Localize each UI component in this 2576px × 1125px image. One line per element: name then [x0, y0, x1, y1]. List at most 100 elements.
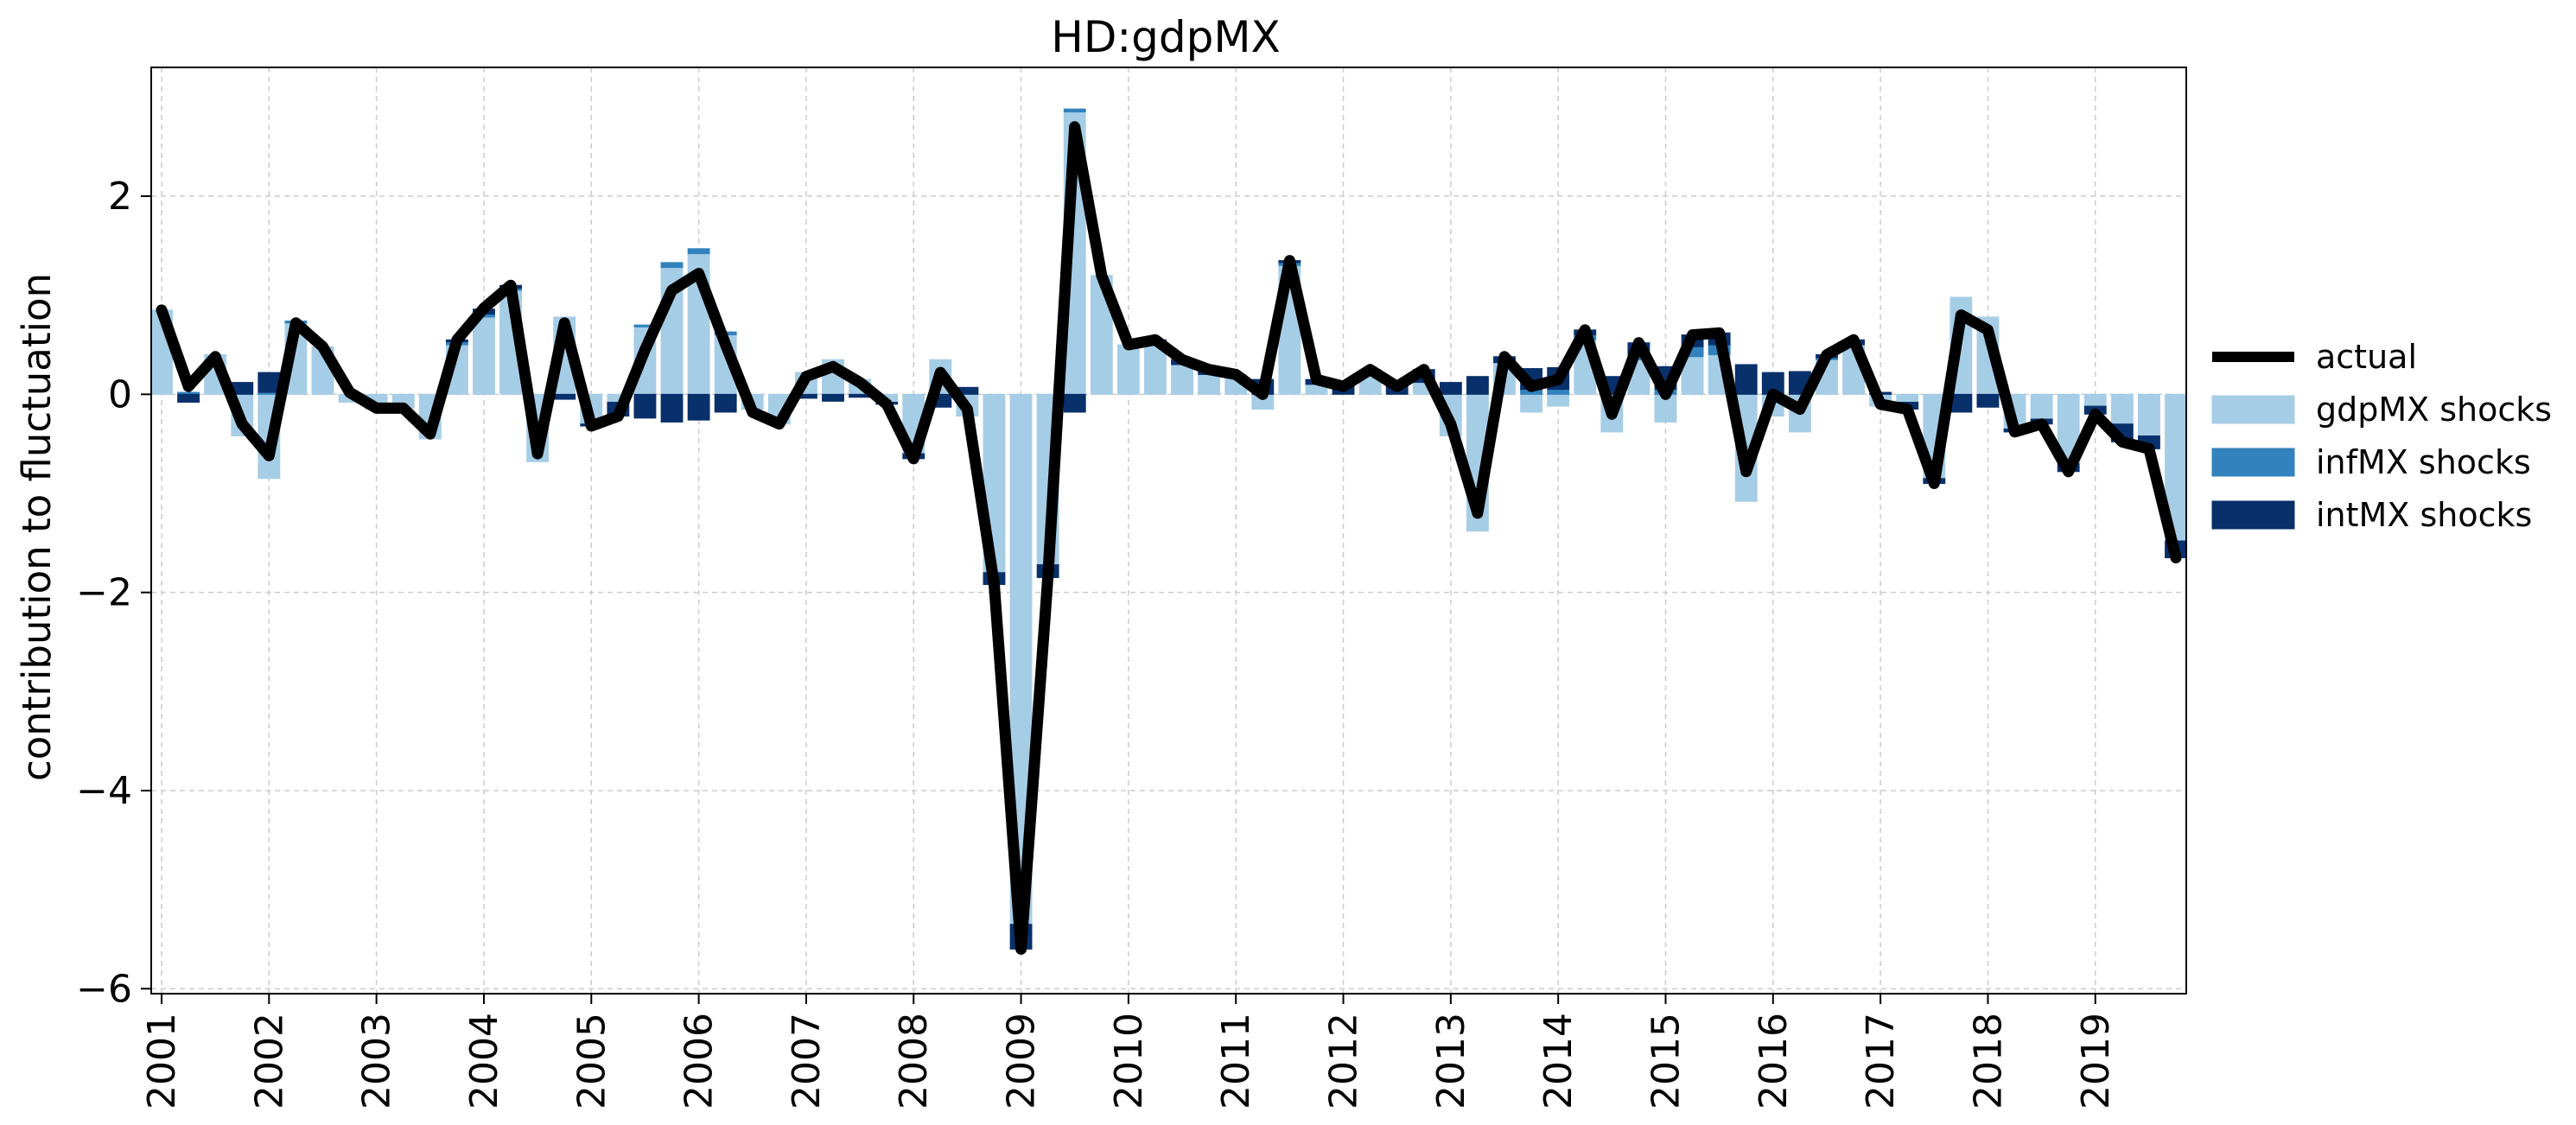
actual-point [722, 342, 728, 348]
actual-point [642, 346, 648, 353]
actual-point [857, 379, 863, 385]
actual-point [1716, 330, 1722, 336]
actual-point [1529, 384, 1535, 390]
actual-point [1125, 342, 1131, 348]
actual-point [1958, 312, 1964, 318]
bar [1063, 108, 1086, 113]
x-tick-label: 2003 [355, 1013, 399, 1109]
x-tick-label: 2002 [247, 1013, 291, 1109]
bar [714, 393, 737, 413]
bar [553, 393, 576, 400]
bar [1734, 364, 1758, 395]
x-tick-label: 2005 [569, 1013, 614, 1109]
actual-point [1851, 337, 1857, 343]
legend-swatch [2211, 448, 2295, 477]
plot-frame [150, 67, 2187, 995]
bar [177, 393, 200, 404]
actual-point [2012, 429, 2018, 435]
bar [1547, 393, 1570, 407]
actual-point [1878, 401, 1884, 407]
actual-point [1045, 575, 1051, 581]
actual-point [1797, 406, 1803, 412]
y-tick-label: −6 [76, 967, 132, 1011]
x-tick-label: 2018 [1966, 1013, 2010, 1109]
actual-point [749, 409, 755, 415]
actual-point [1206, 366, 1212, 372]
actual-point [1555, 377, 1562, 383]
x-tick-label: 2014 [1536, 1013, 1581, 1109]
legend-label: intMX shocks [2316, 496, 2532, 534]
x-tick-label: 2006 [677, 1013, 722, 1109]
legend-label: infMX shocks [2316, 443, 2531, 481]
y-tick-label: −4 [76, 769, 132, 813]
x-tick-label: 2013 [1429, 1013, 1473, 1109]
bar [1466, 376, 1489, 395]
actual-point [535, 451, 541, 457]
x-tick-label: 2011 [1214, 1013, 1258, 1109]
bar [822, 393, 844, 402]
x-tick-label: 2004 [462, 1013, 506, 1109]
y-tick-label: −2 [76, 571, 132, 615]
actual-point [1098, 272, 1104, 278]
actual-point [803, 373, 809, 379]
actual-point [1152, 337, 1158, 343]
bar [1547, 389, 1570, 395]
actual-point [2119, 439, 2125, 445]
actual-point [669, 287, 675, 293]
actual-point [1287, 257, 1293, 264]
y-axis-label: contribution to fluctuation [14, 273, 60, 781]
actual-point [2173, 555, 2178, 561]
actual-point [1394, 384, 1400, 390]
bar [1063, 393, 1086, 413]
actual-line [156, 121, 2182, 955]
bar [1171, 364, 1193, 395]
actual-point [964, 406, 970, 412]
actual-series-line [156, 121, 2182, 955]
bar [1198, 373, 1221, 395]
actual-point [293, 320, 299, 326]
actual-point [1689, 332, 1695, 338]
actual-point [696, 270, 702, 276]
legend-swatch [2211, 395, 2295, 424]
x-tick-label: 2007 [785, 1013, 829, 1109]
actual-point [1931, 480, 1937, 486]
actual-point [2065, 468, 2071, 474]
x-tick-label: 2008 [892, 1013, 936, 1109]
bar [258, 372, 281, 393]
x-tick-label: 2012 [1322, 1013, 1366, 1109]
actual-point [938, 370, 944, 376]
bar [660, 393, 684, 423]
actual-point [1340, 384, 1346, 390]
actual-point [1233, 372, 1239, 378]
actual-point [1447, 421, 1453, 427]
bar [2083, 393, 2107, 407]
grid [151, 67, 2186, 994]
actual-point [2146, 446, 2152, 452]
actual-point [373, 405, 379, 411]
actual-point [776, 421, 782, 427]
chart-title: HD:gdpMX [1051, 12, 1281, 62]
actual-point [2039, 421, 2045, 427]
actual-point [1582, 327, 1588, 333]
bar [1116, 344, 1140, 395]
actual-point [991, 582, 997, 588]
legend-label: actual [2316, 338, 2417, 376]
bar [1439, 382, 1462, 395]
bar [687, 248, 710, 255]
x-tick-label: 2019 [2074, 1013, 2118, 1109]
actual-point [1609, 411, 1615, 417]
bar [1976, 393, 2000, 408]
y-tick-label: 2 [108, 175, 132, 219]
actual-point [266, 453, 272, 459]
actual-point [588, 423, 595, 429]
bar [1520, 393, 1543, 413]
actual-point [1905, 406, 1911, 412]
bar [1896, 393, 1919, 404]
actual-point [1823, 352, 1829, 358]
actual-point [1018, 946, 1024, 952]
actual-point [2092, 411, 2098, 417]
x-tick-label: 2017 [1859, 1013, 1903, 1109]
actual-point [830, 364, 836, 370]
actual-point [427, 431, 433, 437]
